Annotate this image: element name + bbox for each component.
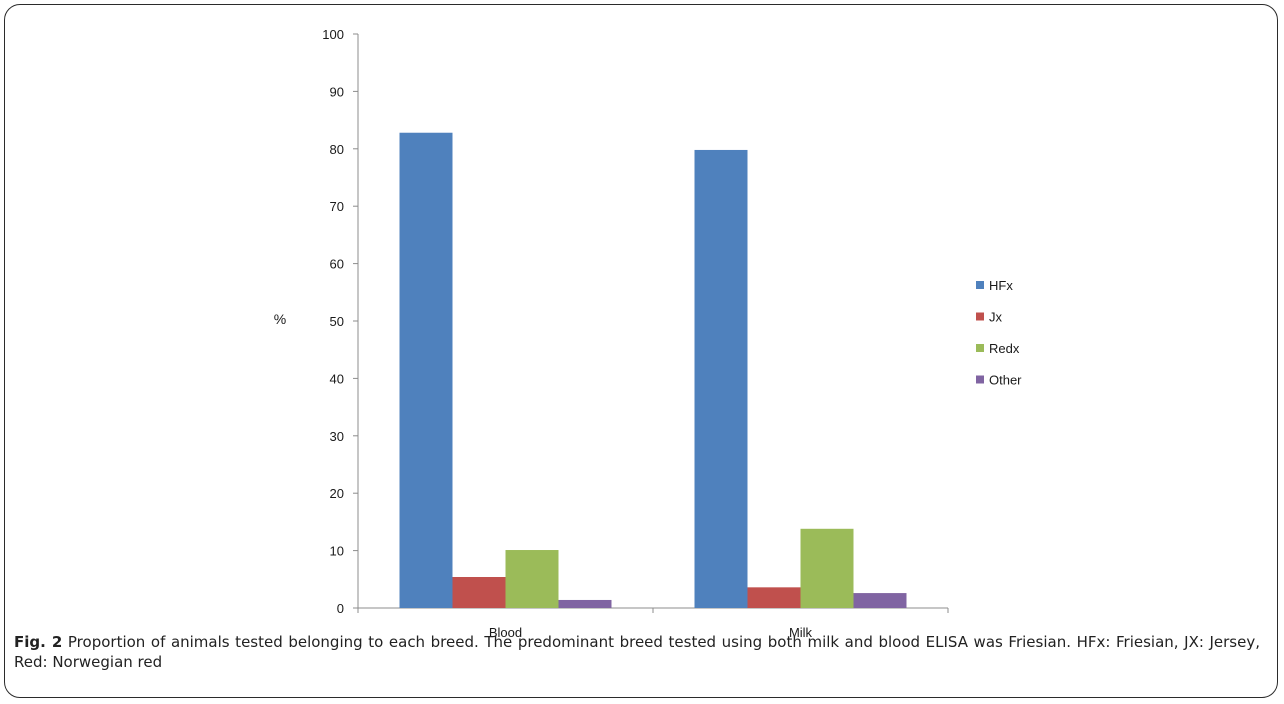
legend-label: Redx bbox=[989, 341, 1020, 356]
legend-swatch bbox=[976, 344, 984, 352]
bar-hfx-blood bbox=[399, 132, 453, 608]
y-tick-label: 70 bbox=[330, 199, 344, 214]
bar-redx-milk bbox=[800, 528, 854, 608]
bar-chart: 0 10 20 30 40 50 60 70 80 90 100 Blood Milk HFx Jx Re… bbox=[274, 27, 1022, 640]
y-tick-label: 10 bbox=[330, 544, 344, 559]
x-tick-label: Blood bbox=[489, 625, 522, 640]
bar-jx-milk bbox=[747, 587, 801, 608]
figure-caption: Fig. 2 Proportion of animals tested belo… bbox=[14, 632, 1260, 672]
legend: HFx Jx Redx Other bbox=[976, 278, 1022, 388]
legend-swatch bbox=[976, 375, 984, 384]
caption-label: Fig. 2 bbox=[14, 633, 63, 651]
y-axis: 0 10 20 30 40 50 60 70 80 90 100 bbox=[322, 27, 359, 616]
legend-label: HFx bbox=[989, 278, 1013, 293]
legend-label: Jx bbox=[989, 310, 1003, 325]
y-tick-label: 40 bbox=[330, 371, 344, 386]
bar-jx-blood bbox=[452, 577, 506, 608]
bars bbox=[399, 132, 907, 608]
y-tick-label: 60 bbox=[330, 257, 344, 272]
y-tick-label: 100 bbox=[322, 27, 344, 42]
y-tick-label: 90 bbox=[330, 84, 344, 99]
bar-redx-blood bbox=[505, 550, 559, 608]
y-tick-label: 50 bbox=[330, 314, 344, 329]
caption-text: Proportion of animals tested belonging t… bbox=[14, 633, 1260, 671]
y-tick-label: 20 bbox=[330, 486, 344, 501]
y-tick-label: 0 bbox=[337, 601, 344, 616]
bar-hfx-milk bbox=[694, 149, 748, 608]
legend-label: Other bbox=[989, 373, 1022, 388]
y-tick-label: 80 bbox=[330, 142, 344, 157]
figure-frame bbox=[4, 4, 1278, 698]
bar-other-milk bbox=[853, 593, 907, 608]
bar-other-blood bbox=[558, 599, 612, 608]
legend-swatch bbox=[976, 281, 984, 289]
legend-swatch bbox=[976, 312, 984, 321]
y-axis-label: % bbox=[274, 311, 286, 327]
y-tick-label: 30 bbox=[330, 429, 344, 444]
x-tick-label: Milk bbox=[789, 625, 813, 640]
